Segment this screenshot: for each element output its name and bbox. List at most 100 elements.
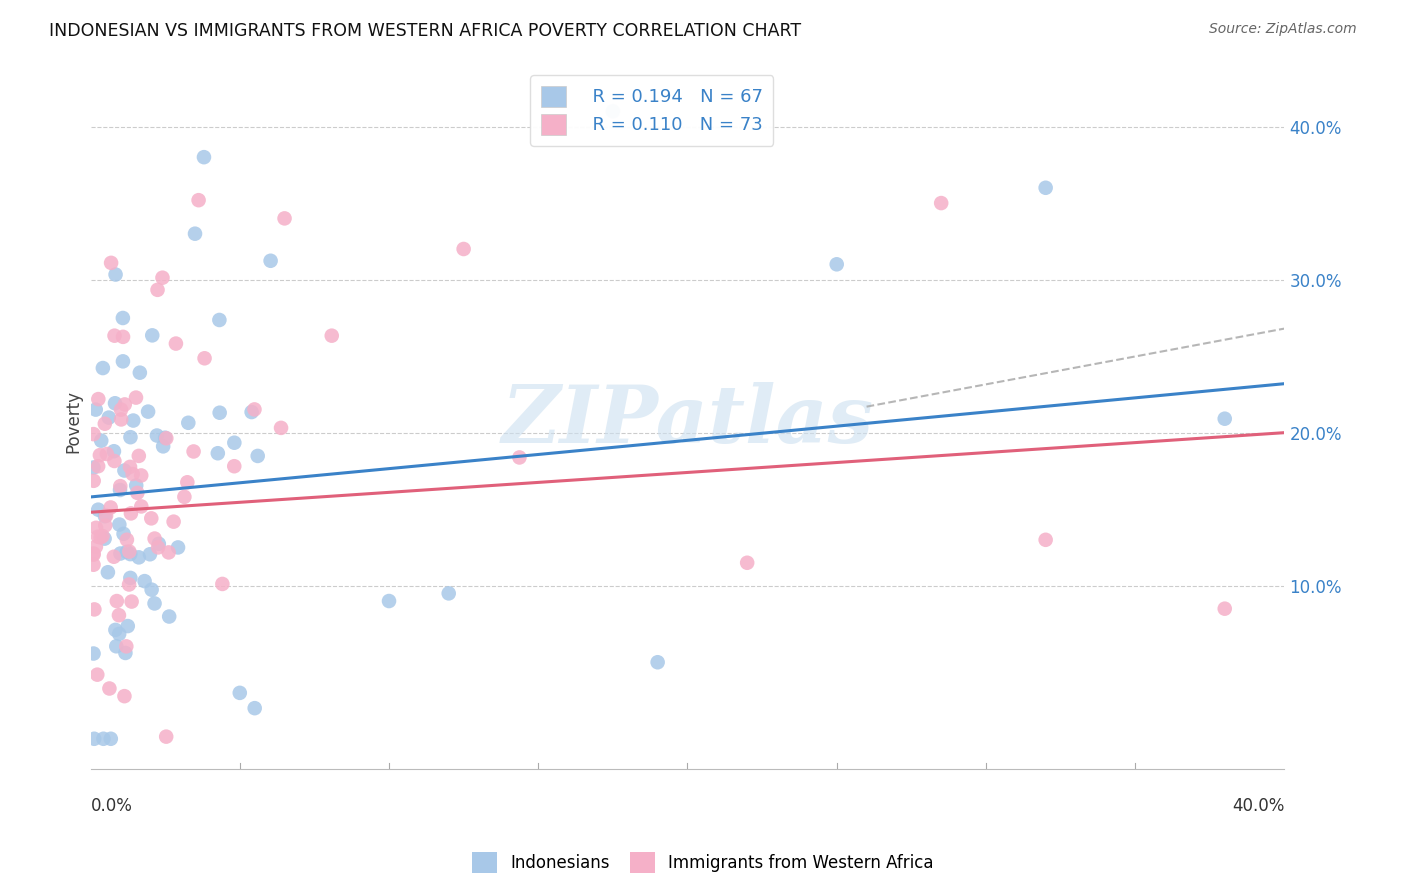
Point (87, 392, 110, 406)
Point (86, 667, 108, 681)
Point (120, 507, 142, 521)
Point (146, 428, 169, 442)
Point (108, 608, 131, 623)
Point (96, 447, 118, 461)
Point (508, 450, 530, 465)
Point (229, 686, 252, 700)
Point (183, 444, 205, 458)
Point (121, 594, 143, 608)
Point (152, 270, 174, 285)
Point (129, 500, 152, 514)
Point (104, 396, 127, 410)
Point (1035, 181, 1057, 195)
Point (98, 681, 121, 696)
Point (83, 647, 105, 661)
Point (94, 518, 117, 533)
Point (378, 594, 401, 608)
Point (153, 431, 176, 445)
Point (97, 410, 120, 425)
Point (93, 532, 115, 546)
Point (143, 532, 166, 546)
Point (141, 582, 163, 597)
Text: 40.0%: 40.0% (1232, 797, 1285, 815)
Point (167, 541, 190, 555)
Point (114, 646, 136, 660)
Point (118, 577, 141, 591)
Point (453, 242, 475, 256)
Y-axis label: Poverty: Poverty (65, 390, 82, 452)
Point (104, 623, 127, 637)
Point (246, 449, 269, 463)
Point (83, 602, 105, 616)
Point (115, 533, 138, 547)
Point (87, 530, 110, 544)
Point (112, 464, 135, 478)
Point (90, 434, 112, 448)
Point (83, 547, 105, 561)
Point (129, 468, 152, 483)
Point (647, 655, 669, 669)
Point (211, 577, 233, 591)
Point (155, 431, 177, 445)
Point (120, 571, 142, 585)
Point (437, 586, 460, 600)
Point (83, 558, 105, 572)
Legend:   R = 0.194   N = 67,   R = 0.110   N = 73: R = 0.194 N = 67, R = 0.110 N = 73 (530, 75, 773, 145)
Point (114, 689, 136, 703)
Point (208, 313, 231, 327)
Point (110, 479, 132, 493)
Point (90, 530, 112, 544)
Point (89, 448, 111, 462)
Point (94, 508, 117, 523)
Point (97, 566, 120, 580)
Point (83, 427, 105, 442)
Text: Source: ZipAtlas.com: Source: ZipAtlas.com (1209, 22, 1357, 37)
Point (115, 640, 138, 654)
Point (243, 701, 266, 715)
Point (176, 475, 198, 490)
Point (83, 460, 105, 475)
Point (84, 402, 107, 417)
Point (273, 211, 295, 226)
Point (128, 366, 150, 380)
Point (120, 430, 142, 444)
Point (162, 515, 184, 529)
Point (224, 459, 246, 474)
Point (91, 529, 114, 543)
Point (111, 310, 134, 325)
Point (91, 361, 114, 376)
Point (193, 150, 215, 164)
Point (152, 439, 174, 453)
Point (120, 547, 142, 561)
Point (1213, 601, 1236, 615)
Point (112, 526, 135, 541)
Point (93, 731, 115, 746)
Point (146, 283, 169, 297)
Point (111, 354, 134, 368)
Point (270, 421, 292, 435)
Point (108, 627, 131, 641)
Point (94, 417, 117, 431)
Point (118, 459, 141, 474)
Point (103, 444, 125, 458)
Text: 0.0%: 0.0% (90, 797, 132, 815)
Point (87, 502, 110, 516)
Point (177, 416, 200, 430)
Point (1213, 411, 1236, 425)
Point (125, 391, 148, 405)
Point (259, 253, 281, 268)
Point (602, 104, 624, 119)
Point (83, 474, 105, 488)
Point (100, 500, 122, 515)
Point (128, 449, 150, 463)
Point (100, 256, 122, 270)
Point (193, 351, 215, 366)
Point (114, 397, 136, 411)
Point (141, 328, 163, 343)
Point (83, 731, 105, 746)
Point (187, 193, 209, 207)
Point (207, 446, 229, 460)
Point (105, 594, 128, 608)
Point (105, 640, 128, 654)
Text: INDONESIAN VS IMMIGRANTS FROM WESTERN AFRICA POVERTY CORRELATION CHART: INDONESIAN VS IMMIGRANTS FROM WESTERN AF… (49, 22, 801, 40)
